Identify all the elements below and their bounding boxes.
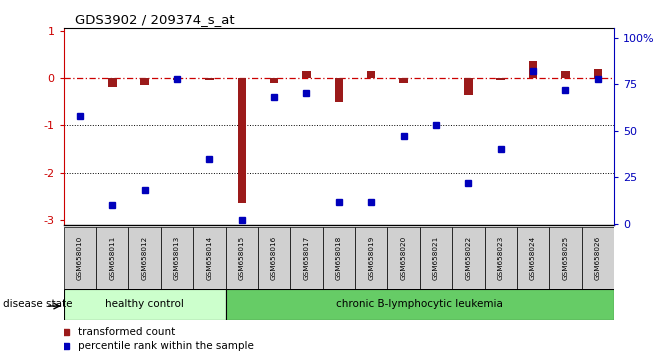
Text: GSM658021: GSM658021 (433, 235, 439, 280)
Bar (96, 227, 128, 289)
Text: transformed count: transformed count (78, 327, 174, 337)
Bar (484, 227, 517, 289)
Bar (517, 227, 550, 289)
Bar (291, 227, 323, 289)
Text: GSM658022: GSM658022 (465, 235, 471, 280)
Text: percentile rank within the sample: percentile rank within the sample (78, 341, 254, 351)
Bar (323, 227, 355, 289)
Text: GDS3902 / 209374_s_at: GDS3902 / 209374_s_at (74, 13, 234, 26)
Bar (64, 289, 225, 320)
Bar (108, 78, 117, 87)
Text: disease state: disease state (3, 299, 73, 309)
Text: GSM658018: GSM658018 (336, 235, 342, 280)
Text: GSM658026: GSM658026 (595, 235, 601, 280)
Bar (561, 71, 570, 78)
Bar (270, 78, 278, 83)
Bar (464, 78, 472, 95)
Text: GSM658013: GSM658013 (174, 235, 180, 280)
Bar (550, 227, 582, 289)
Text: GSM658016: GSM658016 (271, 235, 277, 280)
Bar (387, 227, 420, 289)
Bar (367, 71, 376, 78)
Text: GSM658017: GSM658017 (303, 235, 309, 280)
Text: GSM658020: GSM658020 (401, 235, 407, 280)
Text: chronic B-lymphocytic leukemia: chronic B-lymphocytic leukemia (336, 299, 503, 309)
Bar (529, 62, 537, 78)
Bar (594, 69, 602, 78)
Bar (225, 227, 258, 289)
Bar (355, 227, 387, 289)
Bar (399, 78, 408, 83)
Bar (140, 78, 149, 85)
Bar (173, 78, 181, 80)
Bar (193, 227, 225, 289)
Text: healthy control: healthy control (105, 299, 184, 309)
Text: GSM658024: GSM658024 (530, 235, 536, 280)
Text: GSM658019: GSM658019 (368, 235, 374, 280)
Bar (452, 227, 484, 289)
Bar (302, 71, 311, 78)
Text: GSM658014: GSM658014 (207, 235, 213, 280)
Bar (497, 78, 505, 80)
Bar (420, 227, 452, 289)
Text: GSM658023: GSM658023 (498, 235, 504, 280)
Bar (128, 227, 161, 289)
Text: GSM658015: GSM658015 (239, 235, 245, 280)
Bar (64, 227, 96, 289)
Bar (161, 227, 193, 289)
Bar (205, 78, 213, 80)
Bar (258, 227, 291, 289)
Text: GSM658012: GSM658012 (142, 235, 148, 280)
Bar (582, 227, 614, 289)
Bar (238, 78, 246, 204)
Text: GSM658010: GSM658010 (77, 235, 83, 280)
Text: GSM658011: GSM658011 (109, 235, 115, 280)
Bar (335, 78, 343, 102)
Text: GSM658025: GSM658025 (562, 235, 568, 280)
Bar (225, 289, 614, 320)
